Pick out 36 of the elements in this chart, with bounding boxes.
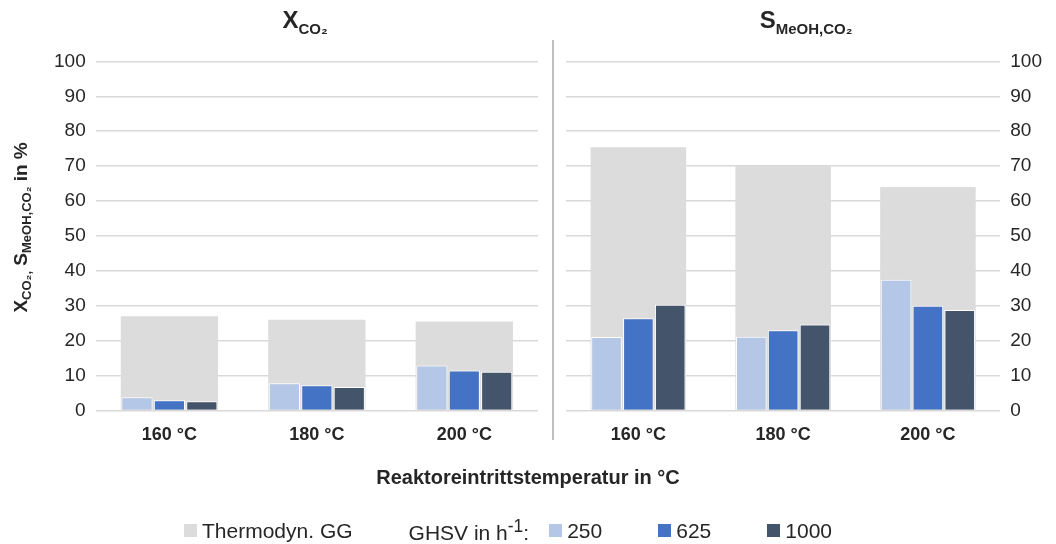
x-tick-label: 180 °C	[755, 424, 811, 445]
chart-title: S$_{MeOH,CO₂}$	[758, 6, 854, 37]
y-tick-label: 0	[75, 398, 86, 420]
x-tick-label: 160 °C	[610, 424, 666, 445]
y-tick-label: 70	[64, 154, 86, 176]
chart-title: X$_{CO₂}$	[281, 6, 329, 37]
x-tick-label: 200 °C	[436, 424, 492, 445]
y-tick-label: 0	[1010, 398, 1021, 420]
y-tick-label: 30	[64, 293, 86, 315]
y-tick-label: 80	[1010, 119, 1032, 141]
y-tick-label: 10	[1010, 363, 1032, 385]
x-tick-label: 180 °C	[289, 424, 345, 445]
y-tick-label: 40	[64, 259, 86, 281]
legend-label: 625	[676, 518, 712, 543]
y-tick-label: 10	[64, 363, 86, 385]
y-tick-label: 30	[1010, 293, 1032, 315]
legend-label: Thermodyn. GG	[202, 518, 353, 543]
y-tick-label: 50	[1010, 224, 1032, 246]
legend-label: 250	[567, 518, 603, 543]
y-tick-label: 80	[64, 119, 86, 141]
x-axis-title: Reaktoreintrittstemperatur in °C	[375, 466, 681, 489]
x-tick-label: 200 °C	[900, 424, 956, 445]
y-tick-label: 40	[1010, 259, 1032, 281]
y-tick-label: 100	[54, 49, 86, 71]
y-tick-label: 20	[64, 328, 86, 350]
y-tick-label: 100	[1010, 49, 1042, 71]
y-tick-label: 20	[1010, 328, 1032, 350]
legend-title: GHSV in h$^{-1}$:	[408, 516, 530, 544]
y-tick-label: 70	[1010, 154, 1032, 176]
y-tick-label: 60	[1010, 189, 1032, 211]
y-tick-label: 90	[1010, 84, 1032, 106]
y-tick-label: 60	[64, 189, 86, 211]
y-tick-label: 90	[64, 84, 86, 106]
legend-label: 1000	[785, 518, 832, 543]
y-tick-label: 50	[64, 224, 86, 246]
x-tick-label: 160 °C	[141, 424, 198, 445]
